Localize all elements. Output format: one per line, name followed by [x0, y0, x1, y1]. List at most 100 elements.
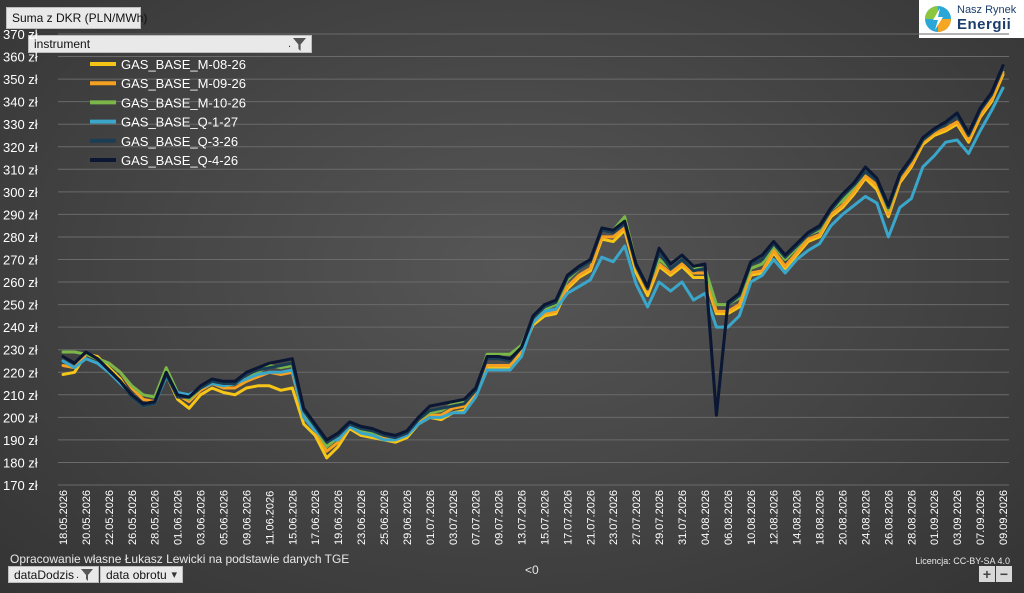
- x-tick-label: 03.06.2026: [196, 490, 208, 545]
- x-tick-label: 06.08.2026: [723, 490, 735, 545]
- expand-field-button[interactable]: +: [979, 566, 995, 582]
- axis-field-data-obrotu-button[interactable]: data obrotu ▾: [100, 566, 183, 583]
- license-note: Licencja: CC-BY-SA 4.0: [915, 556, 1010, 566]
- dropdown-dot-icon: .: [75, 568, 79, 581]
- collapse-field-button[interactable]: −: [996, 566, 1012, 582]
- axis-field-label: data obrotu: [106, 567, 167, 582]
- x-tick-label: 17.07.2026: [562, 490, 574, 545]
- x-tick-label: 14.08.2026: [792, 490, 804, 545]
- y-tick-label: 210 zł: [3, 388, 38, 403]
- y-tick-label: 370 zł: [3, 27, 38, 42]
- y-tick-label: 240 zł: [3, 320, 38, 335]
- y-tick-label: 220 zł: [3, 365, 38, 380]
- y-tick-label: 290 zł: [3, 207, 38, 222]
- source-note: Opracowanie własne Łukasz Lewicki na pod…: [10, 552, 350, 566]
- series-line-gas-base-q-4-26[interactable]: [61, 64, 1005, 442]
- x-tick-label: 15.06.2026: [287, 490, 299, 545]
- y-tick-label: 180 zł: [3, 455, 38, 470]
- logo-line-2: Energii: [957, 15, 1012, 33]
- x-tick-label: 18.05.2026: [58, 490, 70, 545]
- empty-series-marker: <0: [525, 563, 539, 577]
- x-tick-label: 18.08.2026: [815, 490, 827, 545]
- axis-field-datadodzis-button[interactable]: dataDodzis .: [8, 566, 99, 583]
- y-tick-label: 330 zł: [3, 117, 38, 132]
- axis-field-label: dataDodzis: [14, 567, 75, 582]
- y-tick-label: 270 zł: [3, 253, 38, 268]
- series-line-gas-base-q-1-27[interactable]: [61, 86, 1005, 442]
- x-tick-label: 23.06.2026: [356, 490, 368, 545]
- x-tick-label: 26.08.2026: [883, 490, 895, 545]
- y-tick-label: 280 zł: [3, 230, 38, 245]
- x-tick-label: 29.06.2026: [402, 490, 414, 545]
- value-field-label: Suma z DKR (PLN/MWh): [12, 11, 148, 25]
- y-tick-label: 170 zł: [3, 478, 38, 493]
- x-tick-label: 27.07.2026: [631, 490, 643, 545]
- legend-entry[interactable]: GAS_BASE_M-10-26: [121, 95, 246, 110]
- y-tick-label: 260 zł: [3, 275, 38, 290]
- x-tick-label: 07.07.2026: [471, 490, 483, 545]
- y-tick-label: 320 zł: [3, 140, 38, 155]
- x-tick-label: 05.06.2026: [218, 490, 230, 545]
- lightning-globe-icon: [925, 6, 951, 32]
- legend-field-controls: .: [287, 37, 306, 51]
- grid-lines: [58, 33, 1009, 486]
- legend-entry[interactable]: GAS_BASE_M-09-26: [121, 76, 246, 91]
- legend-field-filter-button[interactable]: instrument .: [28, 35, 312, 53]
- x-tick-label: 12.08.2026: [769, 490, 781, 545]
- legend-field-label: instrument: [34, 37, 91, 51]
- y-tick-label: 340 zł: [3, 95, 38, 110]
- legend: GAS_BASE_M-08-26 GAS_BASE_M-09-26 GAS_BASE…: [90, 57, 246, 168]
- legend-entry[interactable]: GAS_BASE_M-08-26: [121, 57, 246, 72]
- x-tick-label: 15.07.2026: [539, 490, 551, 545]
- filter-icon[interactable]: [81, 568, 93, 581]
- chevron-down-icon: ▾: [171, 569, 177, 581]
- x-tick-label: 13.07.2026: [517, 490, 529, 545]
- x-tick-label: 22.05.2026: [104, 490, 116, 545]
- x-tick-label: 21.07.2026: [585, 490, 597, 545]
- x-tick-label: 23.07.2026: [608, 490, 620, 545]
- x-tick-label: 31.07.2026: [677, 490, 689, 545]
- y-tick-label: 190 zł: [3, 433, 38, 448]
- axis-field-controls: .: [75, 568, 93, 581]
- logo-line-1: Nasz Rynek: [957, 4, 1017, 17]
- y-tick-label: 360 zł: [3, 50, 38, 65]
- x-tick-label: 10.08.2026: [746, 490, 758, 545]
- x-tick-label: 17.06.2026: [310, 490, 322, 545]
- x-tick-label: 20.08.2026: [838, 490, 850, 545]
- y-tick-label: 300 zł: [3, 185, 38, 200]
- x-tick-label: 09.06.2026: [241, 490, 253, 545]
- y-tick-label: 310 zł: [3, 162, 38, 177]
- x-tick-label: 25.06.2026: [379, 490, 391, 545]
- x-tick-label: 20.05.2026: [81, 490, 93, 545]
- x-tick-label: 04.08.2026: [700, 490, 712, 545]
- y-tick-label: 250 zł: [3, 298, 38, 313]
- series-lines: [61, 64, 1005, 460]
- legend-entry[interactable]: GAS_BASE_Q-1-27: [121, 115, 238, 130]
- x-tick-label: 26.05.2026: [127, 490, 139, 545]
- x-tick-label: 03.09.2026: [952, 490, 964, 545]
- x-tick-label: 01.09.2026: [929, 490, 941, 545]
- y-tick-label: 350 zł: [3, 72, 38, 87]
- x-tick-label: 19.06.2026: [333, 490, 345, 545]
- dropdown-dot-icon: .: [287, 38, 291, 50]
- x-tick-label: 01.06.2026: [173, 490, 185, 545]
- x-tick-label: 03.07.2026: [448, 490, 460, 545]
- x-tick-label: 28.08.2026: [906, 490, 918, 545]
- y-tick-label: 200 zł: [3, 410, 38, 425]
- x-axis-tick-labels: 18.05.2026 20.05.2026 22.05.2026 26.05.2026…: [58, 490, 1010, 545]
- filter-icon[interactable]: [293, 37, 306, 51]
- x-tick-label: 09.07.2026: [494, 490, 506, 545]
- x-tick-label: 24.08.2026: [860, 490, 872, 545]
- x-tick-label: 01.07.2026: [425, 490, 437, 545]
- x-tick-label: 07.09.2026: [975, 490, 987, 545]
- y-tick-label: 230 zł: [3, 343, 38, 358]
- legend-entry[interactable]: GAS_BASE_Q-4-26: [121, 153, 238, 168]
- value-field-button[interactable]: Suma z DKR (PLN/MWh): [6, 7, 147, 29]
- brand-logo: Nasz Rynek Energii: [919, 0, 1024, 38]
- x-tick-label: 11.06.2026: [264, 491, 276, 545]
- axis-field-controls: ▾: [171, 568, 177, 581]
- x-tick-label: 29.07.2026: [654, 490, 666, 545]
- series-line-gas-base-m-08-26[interactable]: [61, 73, 1005, 460]
- legend-entry[interactable]: GAS_BASE_Q-3-26: [121, 134, 238, 149]
